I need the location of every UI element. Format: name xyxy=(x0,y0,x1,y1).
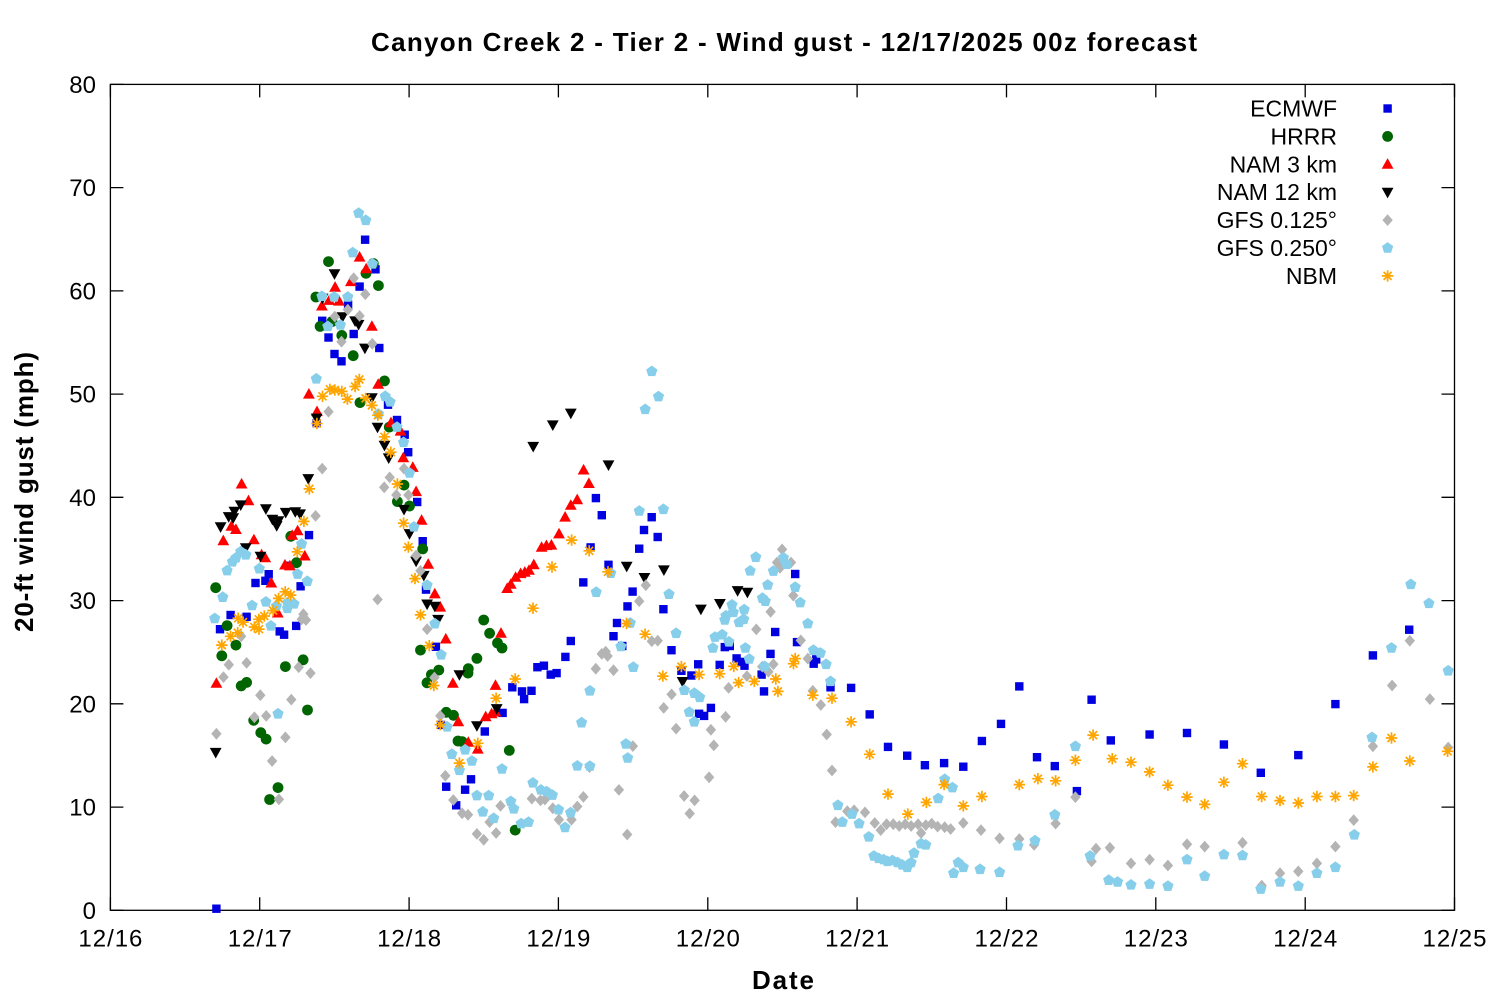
svg-text:12/22: 12/22 xyxy=(975,926,1039,953)
svg-text:NBM: NBM xyxy=(1286,263,1337,289)
svg-text:12/23: 12/23 xyxy=(1124,926,1188,953)
svg-text:50: 50 xyxy=(69,382,96,409)
svg-text:HRRR: HRRR xyxy=(1271,123,1337,149)
svg-text:Canyon Creek 2 - Tier 2 - Wind: Canyon Creek 2 - Tier 2 - Wind gust - 12… xyxy=(371,27,1197,57)
svg-text:12/19: 12/19 xyxy=(526,926,590,953)
svg-text:30: 30 xyxy=(69,588,96,615)
svg-text:40: 40 xyxy=(69,485,96,512)
svg-text:Date: Date xyxy=(752,965,814,995)
svg-text:70: 70 xyxy=(69,175,96,202)
svg-text:GFS 0.125°: GFS 0.125° xyxy=(1217,207,1337,233)
svg-text:GFS 0.250°: GFS 0.250° xyxy=(1217,235,1337,261)
svg-text:NAM 3 km: NAM 3 km xyxy=(1230,151,1337,177)
svg-text:12/18: 12/18 xyxy=(377,926,441,953)
svg-text:12/16: 12/16 xyxy=(78,926,142,953)
svg-text:ECMWF: ECMWF xyxy=(1250,96,1337,122)
svg-text:12/21: 12/21 xyxy=(825,926,889,953)
svg-text:80: 80 xyxy=(69,72,96,99)
svg-text:20: 20 xyxy=(69,691,96,718)
svg-text:12/25: 12/25 xyxy=(1423,926,1487,953)
svg-text:60: 60 xyxy=(69,278,96,305)
svg-text:NAM 12 km: NAM 12 km xyxy=(1217,179,1337,205)
svg-text:12/17: 12/17 xyxy=(228,926,292,953)
svg-text:0: 0 xyxy=(83,898,96,925)
svg-text:20-ft wind gust (mph): 20-ft wind gust (mph) xyxy=(9,352,39,632)
svg-text:10: 10 xyxy=(69,795,96,822)
svg-text:12/24: 12/24 xyxy=(1273,926,1337,953)
svg-text:12/20: 12/20 xyxy=(676,926,740,953)
